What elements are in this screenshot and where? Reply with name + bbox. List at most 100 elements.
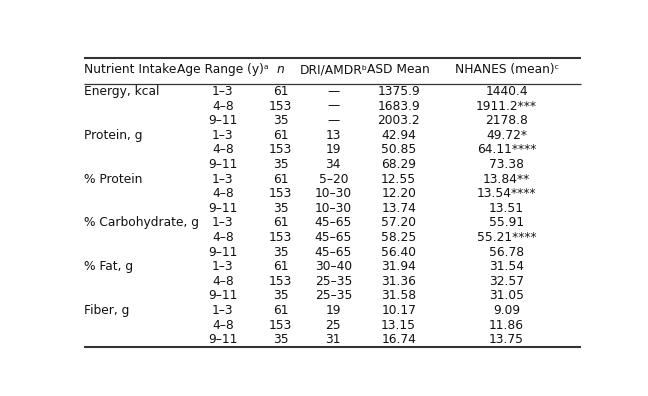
Text: 57.20: 57.20 [381,216,416,229]
Text: 35: 35 [273,289,288,302]
Text: 34: 34 [325,158,341,171]
Text: 1911.2***: 1911.2*** [476,99,537,112]
Text: 2003.2: 2003.2 [377,114,420,127]
Text: 31.58: 31.58 [381,289,416,302]
Text: 9–11: 9–11 [208,246,238,259]
Text: 58.25: 58.25 [381,231,416,244]
Text: NHANES (mean)ᶜ: NHANES (mean)ᶜ [454,63,559,76]
Text: 5–20: 5–20 [319,173,348,185]
Text: 9–11: 9–11 [208,333,238,346]
Text: 1440.4: 1440.4 [485,85,528,98]
Text: 153: 153 [269,275,292,288]
Text: DRI/AMDRᵇ: DRI/AMDRᵇ [299,63,367,76]
Text: ASD Mean: ASD Mean [367,63,430,76]
Text: 35: 35 [273,114,288,127]
Text: 64.11****: 64.11**** [477,143,537,156]
Text: 1–3: 1–3 [212,173,234,185]
Text: 55.21****: 55.21**** [477,231,537,244]
Text: 1–3: 1–3 [212,260,234,273]
Text: 153: 153 [269,231,292,244]
Text: 16.74: 16.74 [381,333,416,346]
Text: 9–11: 9–11 [208,202,238,215]
Text: 12.20: 12.20 [381,187,416,200]
Text: 9–11: 9–11 [208,158,238,171]
Text: 4–8: 4–8 [212,187,234,200]
Text: 1375.9: 1375.9 [377,85,420,98]
Text: Energy, kcal: Energy, kcal [84,85,159,98]
Text: Age Range (y)ᵃ: Age Range (y)ᵃ [177,63,269,76]
Text: 13.54****: 13.54**** [477,187,537,200]
Text: 73.38: 73.38 [489,158,524,171]
Text: 13.75: 13.75 [489,333,524,346]
Text: 68.29: 68.29 [381,158,416,171]
Text: 1–3: 1–3 [212,85,234,98]
Text: 25: 25 [325,318,341,331]
Text: 11.86: 11.86 [489,318,524,331]
Text: 12.55: 12.55 [381,173,416,185]
Text: 35: 35 [273,246,288,259]
Text: 45–65: 45–65 [315,231,352,244]
Text: 10–30: 10–30 [315,187,352,200]
Text: 31.36: 31.36 [381,275,416,288]
Text: 9.09: 9.09 [493,304,520,317]
Text: 4–8: 4–8 [212,275,234,288]
Text: 9–11: 9–11 [208,114,238,127]
Text: 1–3: 1–3 [212,129,234,142]
Text: % Fat, g: % Fat, g [84,260,133,273]
Text: 31.05: 31.05 [489,289,524,302]
Text: —: — [327,99,340,112]
Text: 4–8: 4–8 [212,99,234,112]
Text: 30–40: 30–40 [315,260,352,273]
Text: 55.91: 55.91 [489,216,524,229]
Text: 13.51: 13.51 [489,202,524,215]
Text: 31.54: 31.54 [489,260,524,273]
Text: —: — [327,114,340,127]
Text: 1–3: 1–3 [212,304,234,317]
Text: 13.15: 13.15 [381,318,416,331]
Text: % Carbohydrate, g: % Carbohydrate, g [84,216,198,229]
Text: 19: 19 [325,304,341,317]
Text: 35: 35 [273,333,288,346]
Text: 13: 13 [325,129,341,142]
Text: 61: 61 [273,173,288,185]
Text: —: — [327,85,340,98]
Text: % Protein: % Protein [84,173,142,185]
Text: 35: 35 [273,202,288,215]
Text: 153: 153 [269,318,292,331]
Text: 4–8: 4–8 [212,231,234,244]
Text: 10.17: 10.17 [381,304,416,317]
Text: 31: 31 [325,333,341,346]
Text: 9–11: 9–11 [208,289,238,302]
Text: 61: 61 [273,129,288,142]
Text: 56.78: 56.78 [489,246,524,259]
Text: 42.94: 42.94 [381,129,416,142]
Text: 45–65: 45–65 [315,216,352,229]
Text: 25–35: 25–35 [315,289,352,302]
Text: 2178.8: 2178.8 [485,114,528,127]
Text: 153: 153 [269,143,292,156]
Text: Fiber, g: Fiber, g [84,304,129,317]
Text: 10–30: 10–30 [315,202,352,215]
Text: 45–65: 45–65 [315,246,352,259]
Text: 49.72*: 49.72* [486,129,527,142]
Text: n: n [277,63,284,76]
Text: 25–35: 25–35 [315,275,352,288]
Text: 4–8: 4–8 [212,143,234,156]
Text: Nutrient Intake: Nutrient Intake [84,63,176,76]
Text: 35: 35 [273,158,288,171]
Text: 153: 153 [269,187,292,200]
Text: 19: 19 [325,143,341,156]
Text: 50.85: 50.85 [381,143,416,156]
Text: 31.94: 31.94 [381,260,416,273]
Text: 13.74: 13.74 [381,202,416,215]
Text: 13.84**: 13.84** [483,173,530,185]
Text: 153: 153 [269,99,292,112]
Text: 61: 61 [273,304,288,317]
Text: 56.40: 56.40 [381,246,416,259]
Text: 4–8: 4–8 [212,318,234,331]
Text: Protein, g: Protein, g [84,129,142,142]
Text: 32.57: 32.57 [489,275,524,288]
Text: 61: 61 [273,260,288,273]
Text: 61: 61 [273,216,288,229]
Text: 1–3: 1–3 [212,216,234,229]
